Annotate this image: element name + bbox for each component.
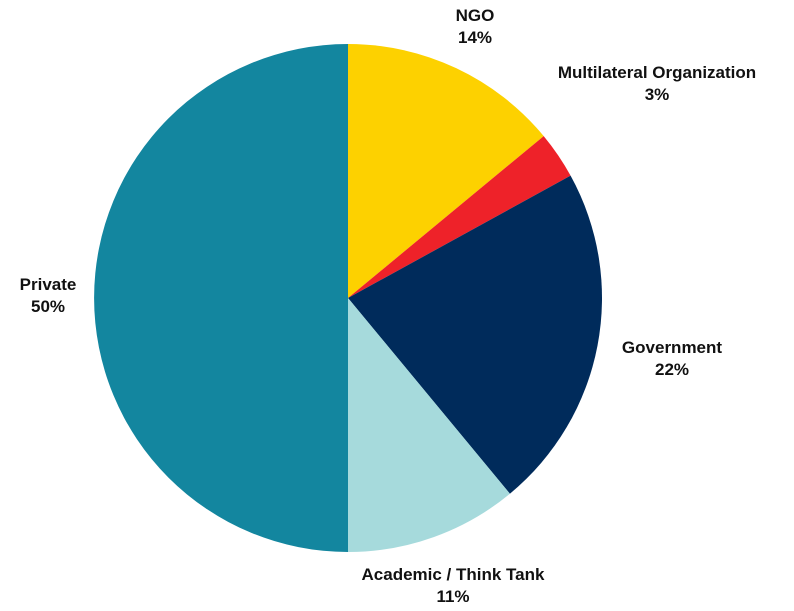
pie-slice-multilateral-organization [348,136,571,298]
slice-value-private: 50% [31,297,65,316]
slice-label-private: Private [20,275,77,294]
slice-value-multilateral-organization: 3% [645,85,670,104]
pie-slice-government [348,175,603,494]
slice-label-academic-think-tank: Academic / Think Tank [362,565,546,584]
slice-value-ngo: 14% [458,28,492,47]
pie-slices [94,44,603,552]
slice-value-academic-think-tank: 11% [436,587,469,606]
slice-label-multilateral-organization: Multilateral Organization [558,63,756,82]
slice-value-government: 22% [655,360,689,379]
pie-slice-academic-think-tank [348,298,510,552]
slice-label-government: Government [622,338,722,357]
pie-slice-private [94,44,348,552]
slice-labels: NGO 14% Multilateral Organization 3% Governm… [20,6,757,606]
pie-slice-ngo [348,44,544,298]
slice-label-ngo: NGO [456,6,495,25]
